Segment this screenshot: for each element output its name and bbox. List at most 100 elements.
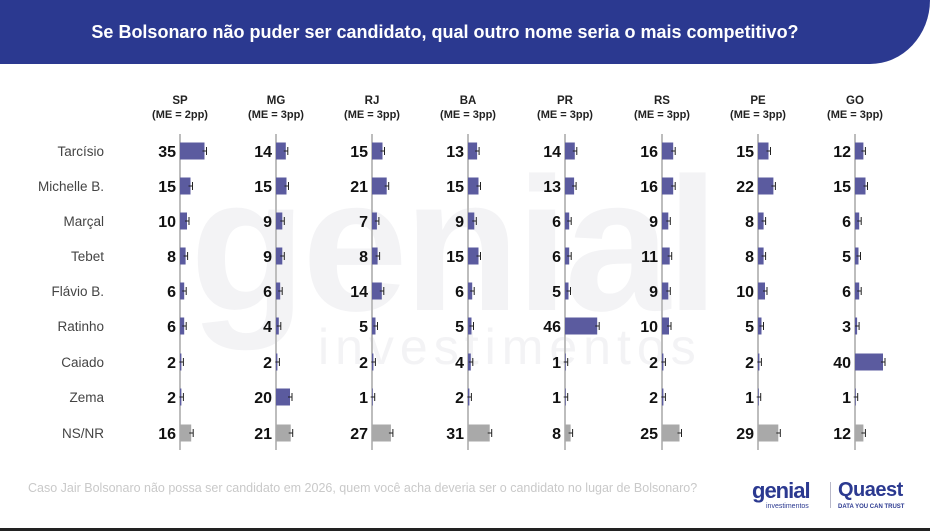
quaest-logo: Quaest [838,479,903,501]
bar [758,212,764,230]
data-label: 2 [649,355,658,372]
bar [276,388,290,406]
genial-logo: genial [752,478,811,503]
column-header: RS [654,95,670,107]
bar [758,424,779,442]
row-label: Zema [69,390,104,405]
data-label: 6 [842,284,851,301]
data-label: 2 [455,390,464,407]
bar [468,212,475,230]
data-label: 25 [640,426,658,443]
bar [468,282,473,300]
bar [662,142,674,160]
column-header: GO [846,95,864,107]
data-label: 9 [649,214,658,231]
bar [855,177,866,195]
data-label: 2 [263,355,272,372]
data-label: 1 [745,390,754,407]
data-label: 15 [254,179,272,196]
bar [758,282,765,300]
data-label: 9 [455,214,464,231]
data-label: 5 [455,319,464,336]
bar [276,282,281,300]
data-label: 14 [254,144,272,161]
data-label: 46 [543,319,561,336]
column-header: BA [460,95,477,107]
data-label: 7 [359,214,368,231]
data-label: 2 [359,355,368,372]
column-header: PE [750,95,766,107]
data-label: 6 [263,284,272,301]
data-label: 1 [552,355,561,372]
data-label: 3 [842,319,851,336]
bar [276,247,283,265]
header-banner: Se Bolsonaro não puder ser candidato, qu… [0,0,930,64]
data-label: 2 [745,355,754,372]
data-label: 10 [736,284,754,301]
bar [372,247,378,265]
data-label: 11 [641,249,658,266]
data-label: 6 [167,284,176,301]
bar [662,282,669,300]
data-label: 8 [745,214,754,231]
row-label: NS/NR [62,426,104,441]
bar [276,142,286,160]
data-label: 35 [158,144,176,161]
column-header: RJ [365,95,380,107]
bar [565,247,570,265]
data-label: 14 [543,144,561,161]
bar [662,212,669,230]
data-label: 12 [833,426,851,443]
data-label: 10 [640,319,658,336]
column-header: MG [267,95,286,107]
bar [662,177,674,195]
footnote: Caso Jair Bolsonaro não possa ser candid… [28,481,698,495]
data-label: 6 [842,214,851,231]
bar [758,142,769,160]
data-label: 5 [552,284,561,301]
data-label: 22 [736,179,754,196]
bar [276,212,283,230]
data-label: 16 [640,179,658,196]
data-label: 8 [552,426,561,443]
bar [180,317,185,335]
column-subheader: (ME = 3pp) [344,109,400,121]
data-label: 2 [167,390,176,407]
data-label: 6 [552,214,561,231]
column-subheader: (ME = 3pp) [537,109,593,121]
data-label: 29 [736,426,754,443]
column-subheader: (ME = 2pp) [152,109,208,121]
data-label: 6 [167,319,176,336]
data-label: 2 [167,355,176,372]
bar [855,282,860,300]
data-label: 6 [455,284,464,301]
logos: genial investimentos Quaest DATA YOU CAN… [752,478,912,514]
bar [180,177,191,195]
data-label: 13 [446,144,464,161]
bar [758,247,764,265]
bar [180,142,205,160]
data-label: 21 [350,179,368,196]
column-header: PR [557,95,574,107]
column-subheader: (ME = 3pp) [634,109,690,121]
data-label: 12 [833,144,851,161]
data-label: 13 [543,179,561,196]
bar [565,142,575,160]
row-label: Tebet [71,249,104,264]
row-label: Michelle B. [38,179,104,194]
bar [372,424,391,442]
data-label: 5 [359,319,368,336]
bar [180,282,185,300]
column-subheader: (ME = 3pp) [730,109,786,121]
data-label: 8 [359,249,368,266]
data-label: 15 [833,179,851,196]
row-label: Marçal [63,214,104,229]
data-label: 1 [552,390,561,407]
bar [276,177,287,195]
bar [662,424,680,442]
data-label: 15 [158,179,176,196]
data-label: 20 [254,390,272,407]
row-label: Caiado [61,355,104,370]
data-label: 15 [350,144,368,161]
bar [468,142,478,160]
